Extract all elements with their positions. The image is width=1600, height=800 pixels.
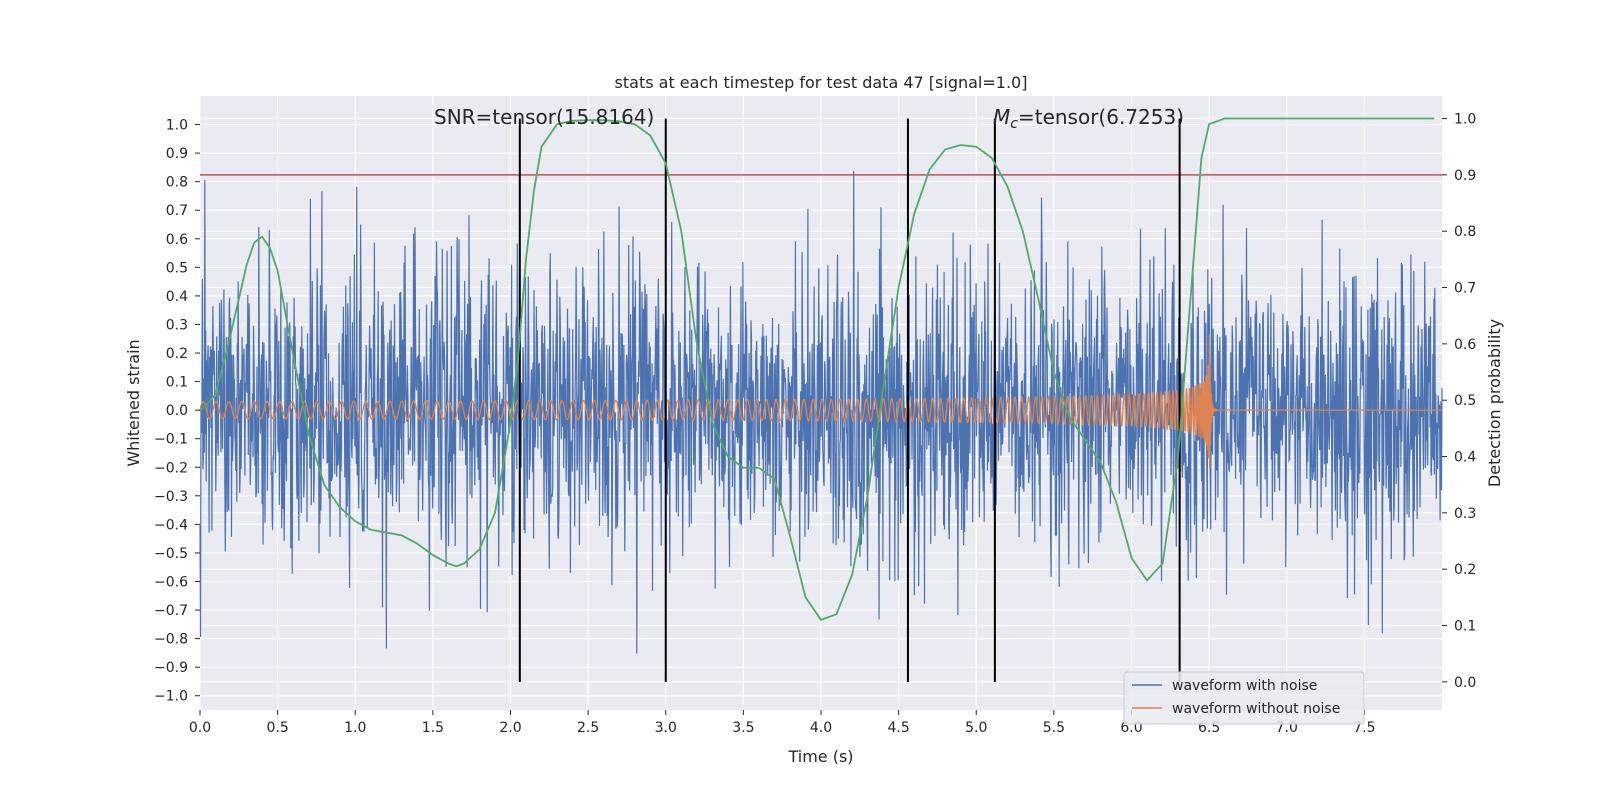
- y-right-tick-label: 1.0: [1454, 112, 1476, 128]
- y-right-tick-label: 0.3: [1454, 506, 1476, 522]
- snr-annotation: SNR=tensor(15.8164): [434, 105, 654, 129]
- mc-symbol: M: [993, 105, 1010, 129]
- legend-label-noise: waveform with noise: [1172, 678, 1317, 694]
- y-tick-label: 0.0: [166, 403, 188, 419]
- x-tick-label: 1.0: [344, 720, 366, 736]
- y-right-axis-label: Detection probability: [1485, 319, 1504, 487]
- y-axis-ticks: 1.0 0.9 0.8 0.7 0.6 0.5 0.4 0.3 0.2 0.1 0.0 −0.1 −0.…: [154, 118, 200, 705]
- x-axis-label: Time (s): [787, 747, 853, 766]
- y-tick-label: −0.5: [154, 546, 188, 562]
- y-tick-label: −1.0: [154, 689, 188, 705]
- y-tick-label: −0.8: [154, 632, 188, 648]
- y-right-tick-label: 0.5: [1454, 393, 1476, 409]
- plot-area: [199, 117, 1443, 682]
- y-right-tick-label: 0.8: [1454, 224, 1476, 240]
- x-tick-label: 0.0: [189, 720, 211, 736]
- y-tick-label: 0.8: [166, 175, 188, 191]
- series-waveform-with-noise: [199, 170, 1443, 654]
- y-tick-label: −0.7: [154, 603, 188, 619]
- y-tick-label: −0.3: [154, 489, 188, 505]
- y-tick-label: 1.0: [166, 118, 188, 134]
- y-right-tick-label: 0.0: [1454, 675, 1476, 691]
- x-tick-label: 3.5: [732, 720, 754, 736]
- y-tick-label: 0.9: [166, 146, 188, 162]
- x-tick-label: 2.5: [577, 720, 599, 736]
- x-tick-label: 4.5: [887, 720, 909, 736]
- y-tick-label: −0.2: [154, 460, 188, 476]
- chart-title: stats at each timestep for test data 47 …: [615, 73, 1028, 92]
- y-tick-label: −0.4: [154, 517, 188, 533]
- y-tick-label: −0.9: [154, 660, 188, 676]
- x-tick-label: 3.0: [655, 720, 677, 736]
- mc-rest: =tensor(6.7253): [1018, 105, 1184, 129]
- y-tick-label: 0.2: [166, 346, 188, 362]
- y-tick-label: 0.6: [166, 232, 188, 248]
- y-right-tick-label: 0.9: [1454, 168, 1476, 184]
- x-tick-label: 0.5: [266, 720, 288, 736]
- y-right-tick-label: 0.1: [1454, 619, 1476, 635]
- mc-subscript: c: [1010, 116, 1018, 132]
- y-tick-label: −0.1: [154, 432, 188, 448]
- y-tick-label: 0.7: [166, 203, 188, 219]
- y-tick-label: 0.4: [166, 289, 188, 305]
- y-right-tick-label: 0.6: [1454, 337, 1476, 353]
- x-tick-label: 5.0: [965, 720, 987, 736]
- series-waveform-without-noise: [199, 334, 1442, 470]
- x-tick-label: 4.0: [810, 720, 832, 736]
- legend-box: [1123, 671, 1365, 725]
- y-right-tick-label: 0.7: [1454, 281, 1476, 297]
- legend: waveform with noise waveform without noi…: [1123, 671, 1365, 725]
- x-tick-label: 5.5: [1043, 720, 1065, 736]
- y-tick-label: 0.1: [166, 375, 188, 391]
- y-right-tick-label: 0.2: [1454, 562, 1476, 578]
- y-tick-label: −0.6: [154, 574, 188, 590]
- x-tick-label: 1.5: [422, 720, 444, 736]
- y-right-axis-ticks: 1.0 0.9 0.8 0.7 0.6 0.5 0.4 0.3 0.2 0.1 0.0: [1442, 112, 1476, 691]
- mc-annotation: Mc=tensor(6.7253): [993, 105, 1184, 132]
- vertical-lines: [518, 118, 1181, 682]
- y-axis-label: Whitened strain: [124, 339, 143, 466]
- legend-label-no-noise: waveform without noise: [1172, 701, 1340, 717]
- x-tick-label: 2.0: [499, 720, 521, 736]
- series-detection-probability: [199, 117, 1435, 621]
- y-tick-label: 0.3: [166, 317, 188, 333]
- y-tick-label: 0.5: [166, 260, 188, 276]
- y-right-tick-label: 0.4: [1454, 450, 1476, 466]
